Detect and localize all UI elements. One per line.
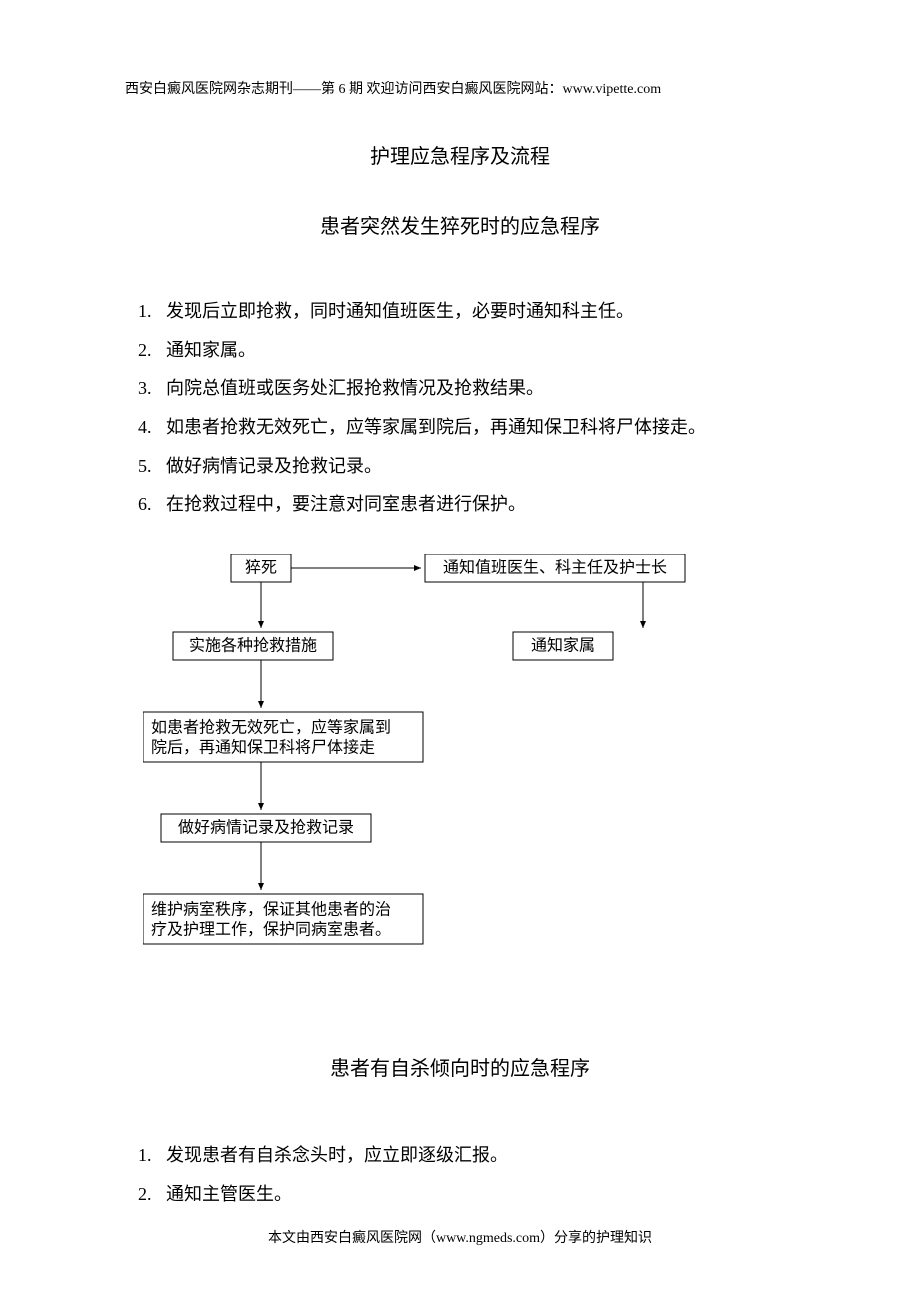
item-num: 5. [138, 447, 166, 486]
svg-text:院后，再通知保卫科将尸体接走: 院后，再通知保卫科将尸体接走 [151, 739, 375, 757]
list-item: 6.在抢救过程中，要注意对同室患者进行保护。 [138, 485, 795, 524]
item-text: 通知家属。 [166, 331, 256, 370]
item-num: 1. [138, 292, 166, 331]
item-text: 向院总值班或医务处汇报抢救情况及抢救结果。 [166, 369, 544, 408]
svg-text:疗及护理工作，保护同病室患者。: 疗及护理工作，保护同病室患者。 [151, 921, 391, 939]
list-item: 3.向院总值班或医务处汇报抢救情况及抢救结果。 [138, 369, 795, 408]
svg-text:如患者抢救无效死亡，应等家属到: 如患者抢救无效死亡，应等家属到 [151, 718, 391, 737]
list-item: 1.发现患者有自杀念头时，应立即逐级汇报。 [138, 1136, 795, 1175]
svg-text:通知家属: 通知家属 [531, 637, 595, 655]
section1-list: 1.发现后立即抢救，同时通知值班医生，必要时通知科主任。 2.通知家属。 3.向… [138, 292, 795, 524]
page-footer: 本文由西安白癜风医院网（www.ngmeds.com）分享的护理知识 [0, 1227, 920, 1247]
main-title: 护理应急程序及流程 [0, 140, 920, 169]
svg-text:做好病情记录及抢救记录: 做好病情记录及抢救记录 [178, 819, 354, 837]
svg-text:猝死: 猝死 [245, 559, 277, 577]
list-item: 5.做好病情记录及抢救记录。 [138, 447, 795, 486]
svg-text:维护病室秩序，保证其他患者的治: 维护病室秩序，保证其他患者的治 [151, 901, 391, 919]
item-text: 做好病情记录及抢救记录。 [166, 447, 382, 486]
item-num: 1. [138, 1136, 166, 1175]
item-num: 2. [138, 1175, 166, 1214]
item-text: 发现后立即抢救，同时通知值班医生，必要时通知科主任。 [166, 292, 634, 331]
item-num: 2. [138, 331, 166, 370]
item-num: 4. [138, 408, 166, 447]
page-header: 西安白癜风医院网杂志期刊——第 6 期 欢迎访问西安白癜风医院网站：www.vi… [125, 78, 795, 98]
item-text: 通知主管医生。 [166, 1175, 292, 1214]
item-text: 如患者抢救无效死亡，应等家属到院后，再通知保卫科将尸体接走。 [166, 408, 706, 447]
list-item: 2.通知主管医生。 [138, 1175, 795, 1214]
svg-text:通知值班医生、科主任及护士长: 通知值班医生、科主任及护士长 [443, 559, 667, 577]
section2-list: 1.发现患者有自杀念头时，应立即逐级汇报。 2.通知主管医生。 [138, 1136, 795, 1213]
item-text: 发现患者有自杀念头时，应立即逐级汇报。 [166, 1136, 508, 1175]
item-num: 6. [138, 485, 166, 524]
section1-title: 患者突然发生猝死时的应急程序 [0, 210, 920, 239]
flowchart: 猝死 通知值班医生、科主任及护士长实施各种抢救措施 通知家属如患者抢救无效死亡，应等… [143, 554, 793, 964]
list-item: 4.如患者抢救无效死亡，应等家属到院后，再通知保卫科将尸体接走。 [138, 408, 795, 447]
item-num: 3. [138, 369, 166, 408]
svg-text:实施各种抢救措施: 实施各种抢救措施 [189, 637, 317, 655]
list-item: 1.发现后立即抢救，同时通知值班医生，必要时通知科主任。 [138, 292, 795, 331]
list-item: 2.通知家属。 [138, 331, 795, 370]
section2-title: 患者有自杀倾向时的应急程序 [0, 1052, 920, 1081]
item-text: 在抢救过程中，要注意对同室患者进行保护。 [166, 485, 526, 524]
